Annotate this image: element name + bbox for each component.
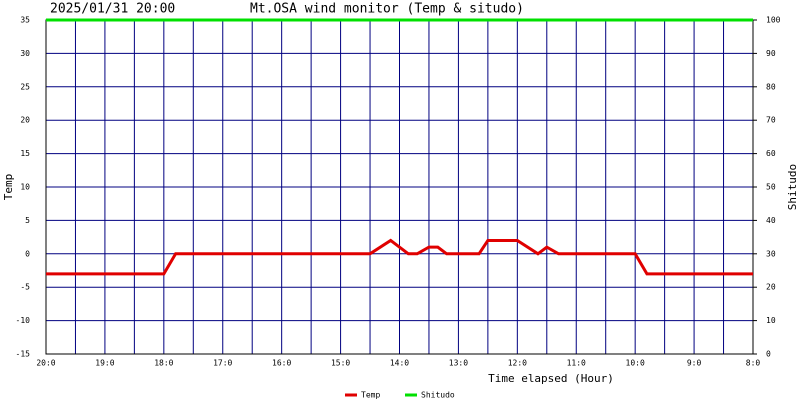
x-tick-label: 13:0 [449,359,468,368]
x-tick-label: 15:0 [331,359,350,368]
y-tick-label: 35 [20,16,30,25]
y-tick-label: 15 [20,149,30,158]
y2-tick-label: 30 [766,249,776,258]
y-tick-label: 25 [20,82,30,91]
x-tick-label: 18:0 [154,359,173,368]
y2-tick-label: 90 [766,49,776,58]
y-axis-label: Temp [2,174,15,201]
y2-tick-label: 100 [766,16,781,25]
y2-axis-label: Shitudo [786,164,799,210]
y2-tick-label: 50 [766,183,776,192]
y2-tick-label: 20 [766,283,776,292]
chart-title: Mt.OSA wind monitor (Temp & situdo) [250,2,524,17]
y-tick-label: 30 [20,49,30,58]
legend-text: Temp [361,391,380,400]
x-axis-label: Time elapsed (Hour) [488,372,614,385]
data-line [46,238,753,276]
x-tick-label: 16:0 [272,359,291,368]
y-tick-label: -15 [16,350,31,359]
y2-tick-label: 0 [766,350,771,359]
y-tick-label: 20 [20,116,30,125]
y-tick-label: 5 [25,216,30,225]
chart-date: 2025/01/31 20:00 [50,2,175,17]
x-tick-label: 11:0 [567,359,586,368]
y-tick-label: -5 [20,283,30,292]
y2-tick-label: 70 [766,116,776,125]
x-tick-label: 19:0 [95,359,114,368]
x-tick-label: 10:0 [626,359,645,368]
legend-text: Shitudo [421,391,455,400]
x-tick-label: 17:0 [213,359,232,368]
y2-tick-label: 80 [766,82,776,91]
x-tick-label: 20:0 [36,359,55,368]
x-tick-label: 8:0 [746,359,761,368]
y2-tick-label: 10 [766,316,776,325]
y-tick-label: 0 [25,249,30,258]
y-tick-label: -10 [16,316,31,325]
x-tick-label: 9:0 [687,359,702,368]
x-tick-label: 12:0 [508,359,527,368]
x-tick-label: 14:0 [390,359,409,368]
y2-tick-label: 60 [766,149,776,158]
y-tick-label: 10 [20,183,30,192]
y2-tick-label: 40 [766,216,776,225]
